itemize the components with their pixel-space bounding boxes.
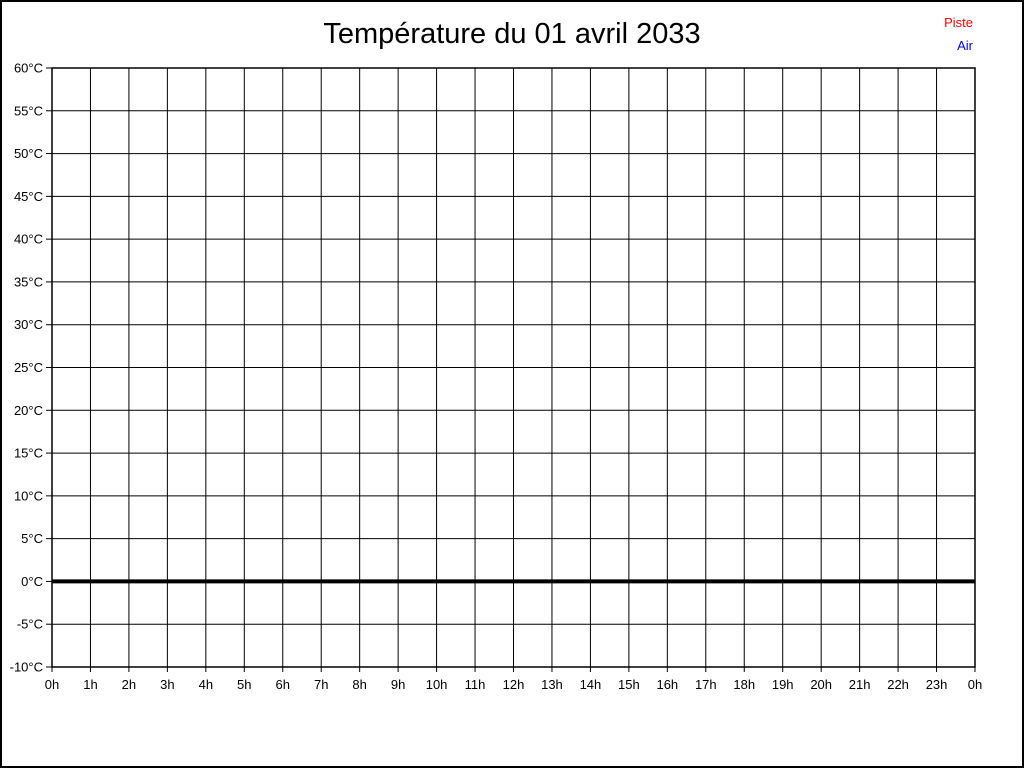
y-axis-label: 40°C: [14, 232, 43, 247]
x-axis-label: 20h: [810, 677, 832, 692]
x-axis-label: 13h: [541, 677, 563, 692]
x-axis-label: 1h: [83, 677, 97, 692]
x-axis-label: 10h: [426, 677, 448, 692]
x-axis-label: 6h: [276, 677, 290, 692]
x-axis-label: 0h: [968, 677, 982, 692]
x-axis-label: 4h: [199, 677, 213, 692]
y-axis-label: 20°C: [14, 403, 43, 418]
plot-frame: [51, 67, 976, 668]
legend-item-air: Air: [957, 38, 973, 53]
chart-legend: Piste Air: [944, 11, 973, 57]
x-axis-label: 23h: [926, 677, 948, 692]
x-axis-label: 2h: [122, 677, 136, 692]
x-axis-label: 12h: [503, 677, 525, 692]
x-axis-label: 21h: [849, 677, 871, 692]
y-axis-label: 50°C: [14, 146, 43, 161]
x-axis-label: 16h: [656, 677, 678, 692]
x-axis-label: 18h: [733, 677, 755, 692]
y-axis-label: 60°C: [14, 61, 43, 76]
x-axis-label: 19h: [772, 677, 794, 692]
chart-title: Température du 01 avril 2033: [323, 18, 701, 50]
y-axis-label: 15°C: [14, 446, 43, 461]
y-axis-label: 55°C: [14, 103, 43, 118]
x-axis-label: 3h: [160, 677, 174, 692]
x-axis-label: 8h: [352, 677, 366, 692]
y-axis-label: 30°C: [14, 317, 43, 332]
x-axis-label: 9h: [391, 677, 405, 692]
y-axis-label: 0°C: [21, 574, 43, 589]
y-axis-label: 25°C: [14, 360, 43, 375]
x-axis-label: 14h: [580, 677, 602, 692]
legend-item-piste: Piste: [944, 15, 973, 30]
y-axis-label: 45°C: [14, 189, 43, 204]
x-axis-label: 5h: [237, 677, 251, 692]
x-axis-label: 0h: [45, 677, 59, 692]
y-axis-label: -5°C: [17, 617, 43, 632]
y-axis-label: -10°C: [10, 660, 43, 675]
y-axis-label: 10°C: [14, 488, 43, 503]
x-axis-label: 11h: [465, 677, 486, 692]
x-axis-label: 22h: [887, 677, 909, 692]
y-axis-label: 5°C: [21, 531, 43, 546]
y-axis-label: 35°C: [14, 274, 43, 289]
x-axis-label: 7h: [314, 677, 328, 692]
x-axis-label: 15h: [618, 677, 640, 692]
x-axis-label: 17h: [695, 677, 717, 692]
